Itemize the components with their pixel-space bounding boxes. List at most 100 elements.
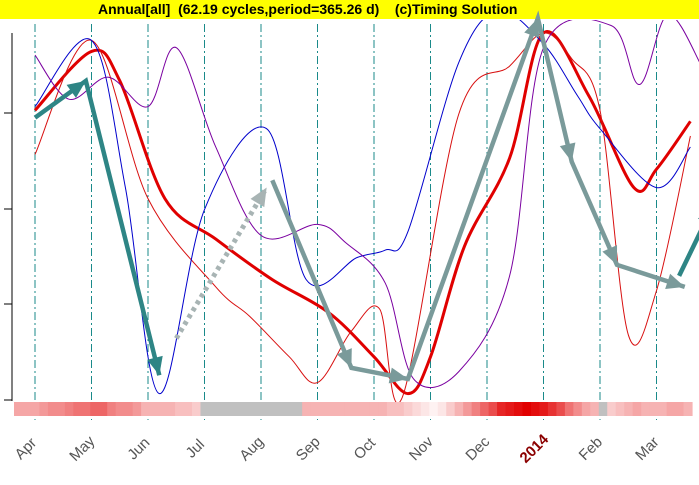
heat-cell — [39, 402, 49, 416]
heat-cell — [547, 402, 557, 416]
heat-cell — [90, 402, 100, 416]
heat-cell — [14, 402, 24, 416]
heat-cell — [217, 402, 227, 416]
heat-cell — [378, 402, 388, 416]
heat-cell — [200, 402, 210, 416]
x-tick-label: Nov — [406, 433, 437, 464]
heat-cell — [251, 402, 261, 416]
x-axis-labels: Apr May Jun Jul Aug Sep Oct Nov Dec 2014 Feb Mar — [12, 431, 663, 467]
heat-cell — [454, 402, 464, 416]
heat-cell — [539, 402, 549, 416]
grid-lines — [34, 24, 657, 420]
series-line-4 — [34, 20, 699, 389]
heat-cell — [268, 402, 278, 416]
heat-cell — [666, 402, 676, 416]
heat-cell — [22, 402, 32, 416]
x-tick-label: Oct — [351, 434, 380, 463]
heat-cell — [191, 402, 202, 416]
heat-cell — [598, 402, 608, 416]
heat-cell — [573, 402, 583, 416]
heat-cell — [607, 402, 617, 416]
x-tick-label: 2014 — [517, 431, 553, 467]
heat-cell — [675, 402, 685, 416]
x-tick-label: Jun — [124, 434, 153, 463]
heat-cell — [242, 402, 252, 416]
heat-cell — [149, 402, 159, 416]
heat-cell — [624, 402, 634, 416]
heat-cell — [353, 402, 363, 416]
series-line-1 — [33, 30, 692, 396]
heat-cell — [56, 402, 66, 416]
heat-cell — [276, 402, 286, 416]
heat-cell — [632, 402, 642, 416]
arrow-head — [602, 245, 618, 265]
heat-strip — [14, 402, 693, 416]
heat-cell — [556, 402, 566, 416]
x-tick-label: Sep — [293, 433, 324, 464]
heat-cell — [158, 402, 168, 416]
heat-cell — [386, 402, 396, 416]
heat-cell — [581, 402, 591, 416]
heat-cell — [259, 402, 269, 416]
heat-cell — [463, 402, 473, 416]
heat-cell — [514, 402, 524, 416]
heat-cell — [132, 402, 142, 416]
heat-cell — [361, 402, 371, 416]
series-line-2 — [34, 32, 691, 402]
heat-cell — [285, 402, 295, 416]
heat-cell — [107, 402, 117, 416]
trend-arrows — [33, 10, 699, 384]
heat-cell — [564, 402, 574, 416]
heat-cell — [47, 402, 57, 416]
heat-cell — [403, 402, 413, 416]
heat-cell — [683, 402, 693, 416]
heat-cell — [293, 402, 303, 416]
heat-cell — [497, 402, 507, 416]
heat-cell — [471, 402, 481, 416]
arrow-head — [559, 142, 576, 162]
heat-cell — [429, 402, 439, 416]
heat-cell — [522, 402, 532, 416]
heat-cell — [310, 402, 320, 416]
heat-cell — [327, 402, 337, 416]
heat-cell — [488, 402, 498, 416]
heat-cell — [649, 402, 659, 416]
heat-cell — [641, 402, 651, 416]
arrow-head — [147, 355, 163, 376]
heat-cell — [98, 402, 108, 416]
x-tick-label: Mar — [632, 434, 662, 464]
heat-cell — [141, 402, 151, 416]
heat-cell — [73, 402, 83, 416]
heat-cell — [412, 402, 422, 416]
heat-cell — [175, 402, 185, 416]
x-tick-label: Dec — [462, 433, 493, 464]
heat-cell — [30, 402, 41, 416]
x-tick-label: Feb — [576, 434, 606, 464]
heat-cell — [302, 402, 312, 416]
series-line-3 — [34, 20, 691, 395]
heat-cell — [369, 402, 380, 416]
arrow-head — [665, 273, 685, 289]
heat-cell — [344, 402, 354, 416]
heat-cell — [420, 402, 430, 416]
arrow-head — [250, 187, 267, 208]
heat-cell — [183, 402, 193, 416]
heat-cell — [615, 402, 625, 416]
heat-cell — [124, 402, 134, 416]
x-tick-label: May — [66, 432, 98, 464]
chart-title: Annual[all] (62.19 cycles,period=365.26 … — [98, 1, 518, 17]
heat-cell — [437, 402, 447, 416]
heat-cell — [336, 402, 346, 416]
heat-cell — [225, 402, 235, 416]
heat-cell — [505, 402, 515, 416]
heat-cell — [64, 402, 74, 416]
heat-cell — [530, 402, 541, 416]
heat-cell — [81, 402, 91, 416]
x-tick-label: Aug — [236, 433, 267, 464]
heat-cell — [590, 402, 600, 416]
heat-cell — [319, 402, 329, 416]
title-bar: Annual[all] (62.19 cycles,period=365.26 … — [0, 0, 699, 19]
trend-arrow-4 — [677, 229, 699, 277]
arrow-head — [337, 348, 352, 368]
